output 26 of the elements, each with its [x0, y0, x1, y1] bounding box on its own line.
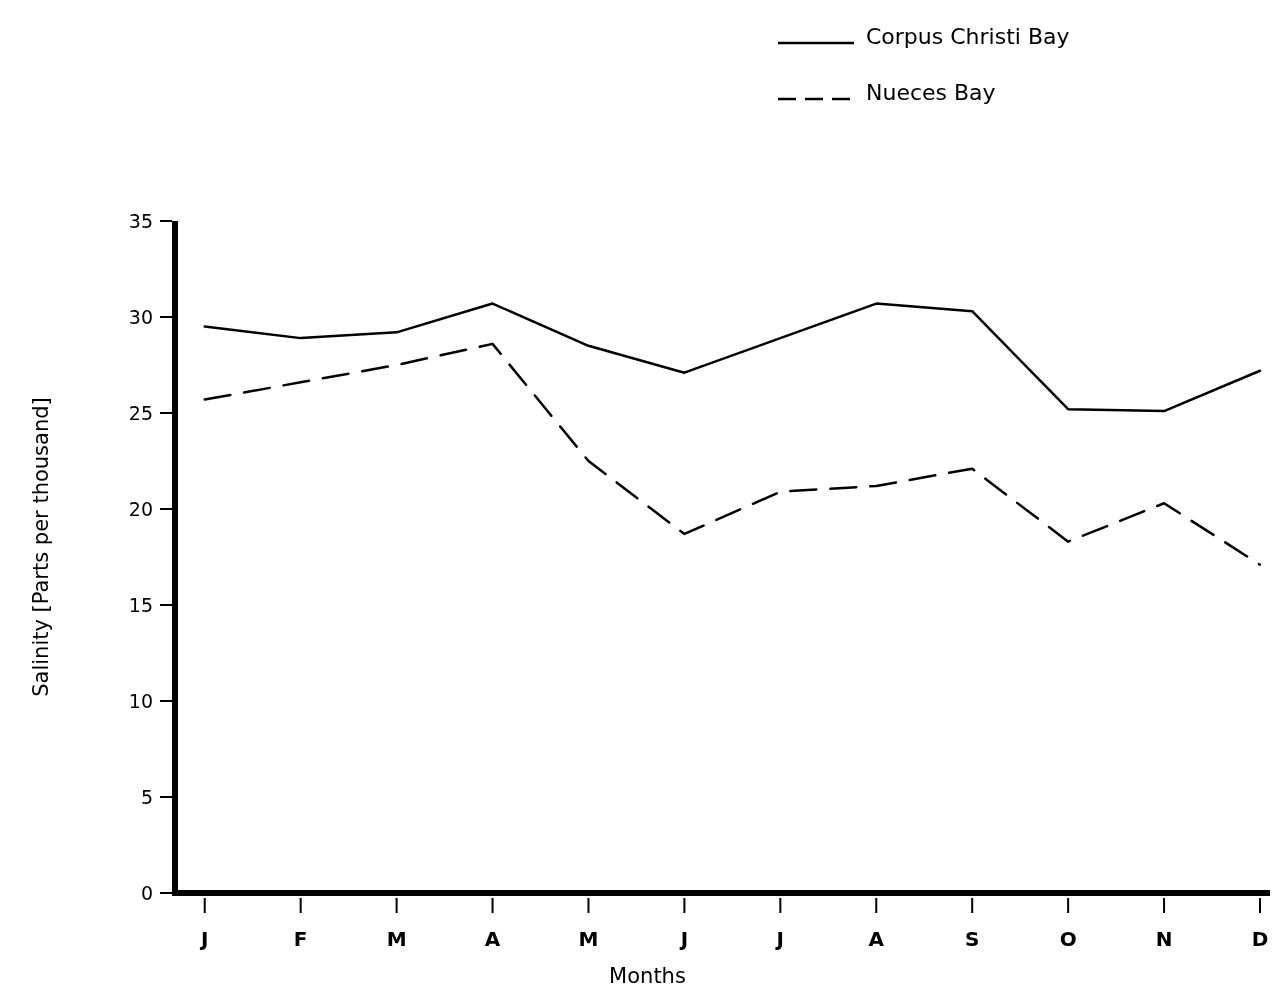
y-tick-label: 30 [128, 305, 153, 328]
y-tick-label: 0 [140, 881, 153, 904]
legend-label: Corpus Christi Bay [866, 23, 1070, 49]
y-tick-label: 5 [140, 785, 153, 808]
x-tick-label: A [868, 927, 885, 951]
y-tick-label: 20 [128, 497, 153, 520]
line-series [203, 302, 1262, 413]
legend-label: Nueces Bay [866, 79, 996, 105]
x-tick-label: J [774, 927, 785, 951]
x-tick-label: S [965, 927, 980, 951]
x-tick-label: A [484, 927, 501, 951]
x-tick-label: J [678, 927, 689, 951]
x-tick-label: N [1155, 927, 1173, 951]
x-tick-label: D [1251, 927, 1269, 951]
x-tick-label: M [386, 927, 407, 951]
y-tick-label: 10 [128, 689, 153, 712]
x-tick-label: F [293, 927, 308, 951]
x-tick-label: M [578, 927, 599, 951]
y-tick-label: 35 [128, 209, 153, 232]
x-axis-title: Months [609, 964, 686, 988]
y-tick-label: 15 [128, 593, 153, 616]
x-tick-label: O [1059, 927, 1077, 951]
y-axis-title: Salinity [Parts per thousand] [29, 397, 53, 697]
line-series [203, 342, 1262, 566]
y-tick-label: 25 [128, 401, 153, 424]
x-tick-label: J [199, 927, 209, 951]
